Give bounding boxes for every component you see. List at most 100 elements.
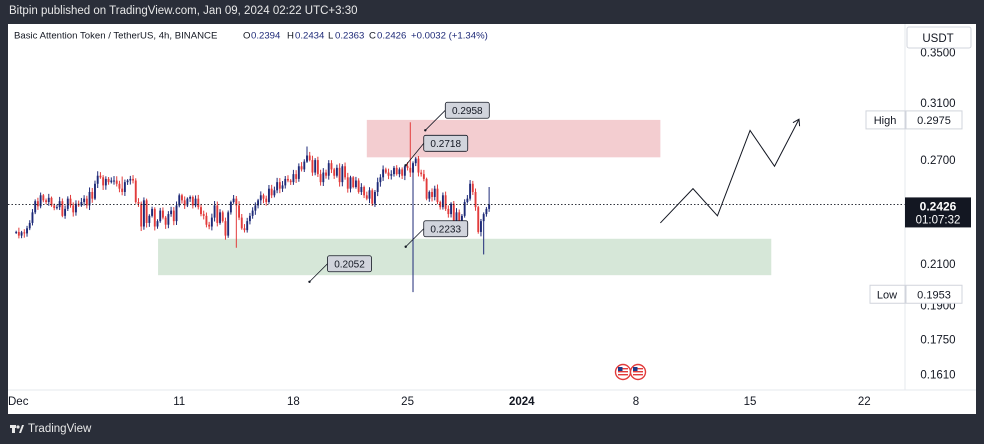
callout-leader — [405, 143, 425, 166]
callout-anchor — [404, 164, 407, 167]
candle — [186, 197, 189, 208]
candle-body — [83, 198, 86, 203]
candle-body — [460, 215, 463, 223]
candle — [219, 209, 221, 225]
candle — [431, 188, 433, 202]
price-callout: 0.2718 — [404, 134, 469, 167]
candle-body — [53, 205, 56, 209]
footer-brand[interactable]: TradingView — [28, 423, 92, 435]
currency-button[interactable]: USDT — [906, 26, 972, 49]
candle-body — [436, 188, 439, 203]
low-label-box — [869, 284, 906, 304]
price-tick-label: 0.3100 — [920, 98, 955, 110]
candle-body — [123, 182, 126, 192]
candle-body — [31, 212, 34, 223]
candle — [384, 167, 387, 174]
us-flag-icon[interactable] — [629, 363, 647, 381]
candle — [148, 214, 151, 227]
candle-body — [232, 198, 235, 203]
candle — [289, 179, 292, 185]
candle-body — [47, 197, 50, 203]
candle-body — [148, 215, 151, 223]
candlestick-chart[interactable]: 0.2958 0.2718 0.2233 0.2052 Basic Attention… — [8, 24, 976, 414]
candle — [248, 212, 251, 225]
candle — [227, 210, 230, 238]
candle-body — [306, 155, 308, 162]
candle — [287, 175, 289, 183]
us-event-flags[interactable] — [614, 363, 647, 381]
time-tick-label: 11 — [173, 396, 185, 408]
chart-area[interactable]: 0.2958 0.2718 0.2233 0.2052 Basic Attention… — [8, 24, 976, 414]
legend-low: 0.2363 — [335, 31, 364, 42]
legend-high: 0.2434 — [295, 31, 325, 42]
candle — [368, 187, 371, 204]
candle-body — [262, 195, 265, 199]
currency-button-label[interactable]: USDT — [922, 33, 953, 45]
candle-body — [482, 214, 485, 222]
candle-body — [276, 182, 279, 191]
candle — [444, 191, 447, 211]
candle-body — [161, 210, 164, 218]
candle — [390, 170, 393, 180]
candle-body — [178, 195, 181, 206]
candle-body — [379, 177, 382, 183]
candle — [485, 206, 488, 217]
candle — [316, 156, 319, 178]
candle-body — [485, 208, 488, 215]
currency-button-frame[interactable] — [906, 26, 972, 49]
candle — [469, 180, 472, 201]
legend-low-label: L — [328, 31, 334, 42]
candle-body — [406, 166, 409, 168]
legend-high-label: H — [287, 31, 294, 42]
callout-text: 0.2052 — [334, 259, 365, 270]
candle — [181, 193, 183, 204]
candle — [91, 187, 94, 203]
callout-leader — [425, 109, 446, 131]
candle — [262, 193, 265, 204]
time-axis[interactable]: Dec 11 18 25 2024 8 15 22 — [8, 396, 871, 408]
candle-body — [352, 177, 355, 188]
candle-body — [297, 166, 300, 179]
candle-body — [254, 205, 257, 211]
candle-body — [183, 200, 186, 206]
candle-body — [455, 212, 458, 222]
candle — [338, 163, 341, 187]
high-value-box — [905, 110, 963, 130]
candle-body — [346, 177, 349, 189]
candle-body — [398, 169, 401, 175]
candle-body — [420, 172, 423, 175]
price-tick-label: 0.1610 — [920, 369, 955, 381]
callout-box — [423, 134, 469, 152]
candle — [325, 169, 327, 179]
candle — [85, 195, 88, 209]
candle-body — [433, 188, 436, 197]
candle-body — [96, 175, 99, 184]
candle-body — [480, 221, 482, 232]
publisher-text: Bitpin published on TradingView.com, Jan… — [9, 5, 358, 17]
candle-body — [107, 178, 110, 183]
publisher-bar: Bitpin published on TradingView.com, Jan… — [0, 0, 984, 24]
candle — [28, 220, 31, 231]
candle — [382, 165, 385, 181]
candle — [99, 172, 102, 179]
candle — [387, 168, 390, 180]
callout-box — [423, 220, 469, 238]
candle-body — [431, 191, 433, 197]
candle — [23, 229, 26, 238]
candle — [50, 196, 53, 207]
candle — [115, 176, 118, 187]
candle — [123, 179, 126, 196]
candle — [349, 175, 352, 193]
tradingview-logo-icon[interactable] — [10, 424, 24, 434]
candle — [134, 178, 137, 204]
candle-body — [172, 210, 175, 222]
candle — [482, 212, 485, 255]
candle-body — [390, 174, 393, 176]
candle — [474, 188, 477, 211]
candle-body — [145, 200, 148, 223]
support-zone — [158, 238, 772, 276]
candle — [26, 225, 28, 237]
candle-body — [384, 169, 387, 173]
us-flag-icon[interactable] — [614, 363, 632, 381]
candle — [466, 195, 469, 204]
